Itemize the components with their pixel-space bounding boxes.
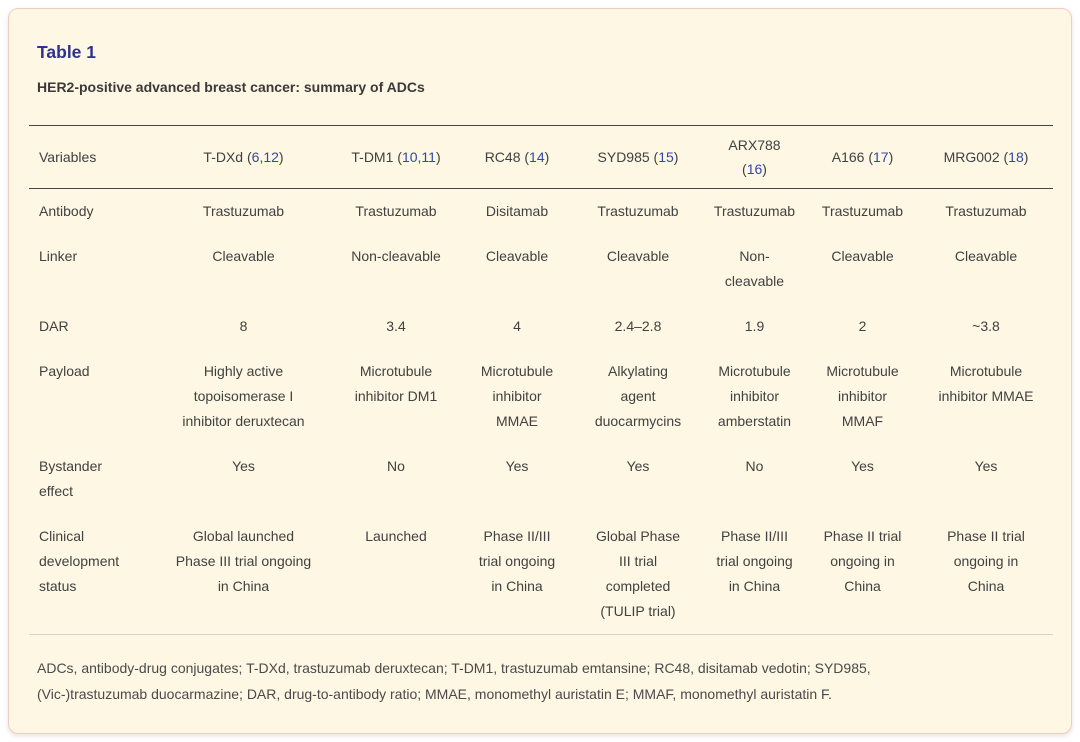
header-text: )	[673, 149, 679, 165]
row-label-antibody: Antibody	[39, 203, 94, 219]
table-cell: Non-cleavable	[351, 248, 441, 264]
column-header-variables: Variables	[29, 126, 156, 189]
column-header-rc48: RC48 (14)	[461, 126, 573, 189]
table-cell: Trastuzumab	[713, 203, 796, 219]
header-text: )	[888, 149, 894, 165]
header-text: Variables	[39, 149, 97, 165]
table-title: Table 1	[37, 42, 97, 62]
table-cell: Microtubule inhibitor MMAF	[826, 363, 899, 429]
table-cell: Phase II/III trial ongoing in China	[716, 528, 793, 594]
table-cell: Microtubule inhibitor amberstatin	[717, 363, 792, 429]
table-cell: 4	[513, 318, 521, 334]
header-text: )	[435, 149, 441, 165]
citation-link[interactable]: 14	[529, 149, 545, 165]
table-cell: Global launched Phase III trial ongoing …	[175, 528, 312, 594]
table-cell: Trastuzumab	[945, 203, 1027, 219]
table-cell: Phase II trial ongoing in China	[947, 528, 1025, 594]
column-header-syd985: SYD985 (15)	[573, 126, 703, 189]
table-cell: 8	[239, 318, 248, 334]
header-text: )	[278, 149, 284, 165]
row-label-clinical-development-status: Clinical development status	[39, 528, 120, 594]
adc-summary-table: Variables T-DXd (6,12) T-DM1 (10,11) RC4…	[29, 125, 1053, 635]
header-text: )	[1023, 149, 1029, 165]
table-cell: Microtubule inhibitor MMAE	[480, 363, 554, 429]
table-cell: Alkylating agent duocarmycins	[594, 363, 682, 429]
table-cell: Microtubule inhibitor MMAE	[938, 363, 1034, 404]
table-cell: Microtubule inhibitor DM1	[354, 363, 438, 404]
table-row-clinical-development-status: Clinical development status Global launc…	[29, 514, 1053, 635]
table-row-bystander-effect: Bystander effect Yes No Yes Yes No Yes Y…	[29, 444, 1053, 514]
column-header-mrg002: MRG002 (18)	[919, 126, 1053, 189]
table-footnote: ADCs, antibody-drug conjugates; T-DXd, t…	[37, 660, 871, 702]
citation-link[interactable]: 6,12	[251, 149, 279, 165]
table-cell: Cleavable	[831, 248, 894, 264]
table-cell: ~3.8	[972, 318, 1000, 334]
header-text: )	[762, 161, 767, 177]
header-text: RC48 (	[484, 149, 530, 165]
table-cell: Phase II trial ongoing in China	[823, 528, 902, 594]
table-cell: Trastuzumab	[821, 203, 904, 219]
header-text: MRG002 (	[943, 149, 1009, 165]
header-text: )	[544, 149, 550, 165]
table-cell: Launched	[365, 528, 427, 544]
table-row-payload: Payload Highly active topoisomerase I in…	[29, 349, 1053, 444]
citation-link[interactable]: 17	[873, 149, 889, 165]
table-cell: No	[745, 458, 764, 474]
table-cell: Yes	[974, 458, 998, 474]
table-cell: 1.9	[744, 318, 765, 334]
table-cell: Disitamab	[485, 203, 549, 219]
table-cell: Cleavable	[954, 248, 1018, 264]
table-cell: Highly active topoisomerase I inhibitor …	[182, 363, 305, 429]
citation-link[interactable]: 16	[746, 161, 763, 177]
table-cell: Yes	[626, 458, 650, 474]
table-row-antibody: Antibody Trastuzumab Trastuzumab Disitam…	[29, 189, 1053, 235]
header-text: ARX788 (	[728, 137, 781, 177]
table-cell: Yes	[505, 458, 529, 474]
table-cell: Cleavable	[212, 248, 275, 264]
table-subtitle: HER2-positive advanced breast cancer: su…	[37, 79, 425, 95]
table-cell: Non- cleavable	[724, 248, 785, 289]
table-cell: 3.4	[386, 318, 406, 334]
column-header-a166: A166 (17)	[806, 126, 919, 189]
header-text: T-DM1 (	[351, 149, 402, 165]
row-label-dar: DAR	[39, 318, 69, 334]
row-label-payload: Payload	[39, 363, 90, 379]
table-cell: No	[387, 458, 405, 474]
table-cell: Trastuzumab	[597, 203, 679, 219]
citation-link[interactable]: 15	[658, 149, 674, 165]
header-text: SYD985 (	[597, 149, 659, 165]
row-label-bystander-effect: Bystander effect	[39, 458, 103, 499]
table-cell: 2	[858, 318, 867, 334]
table-cell: 2.4–2.8	[614, 318, 662, 334]
citation-link[interactable]: 10,11	[401, 149, 436, 165]
table-cell: Yes	[851, 458, 874, 474]
table-cell: Trastuzumab	[202, 203, 285, 219]
column-header-t-dxd: T-DXd (6,12)	[156, 126, 331, 189]
header-text: A166 (	[831, 149, 873, 165]
table-row-dar: DAR 8 3.4 4 2.4–2.8 1.9 2 ~3.8	[29, 304, 1053, 349]
column-header-arx788: ARX788 (16)	[703, 126, 806, 189]
row-label-linker: Linker	[39, 248, 78, 264]
table-cell: Cleavable	[485, 248, 549, 264]
table-cell: Trastuzumab	[355, 203, 437, 219]
table-cell: Yes	[232, 458, 255, 474]
header-text: T-DXd (	[203, 149, 252, 165]
column-header-t-dm1: T-DM1 (10,11)	[331, 126, 461, 189]
table-row-linker: Linker Cleavable Non-cleavable Cleavable…	[29, 234, 1053, 304]
table-cell: Cleavable	[606, 248, 670, 264]
table-cell: Phase II/III trial ongoing in China	[478, 528, 556, 594]
table-card: Table 1 HER2-positive advanced breast ca…	[8, 8, 1072, 734]
table-cell: Global Phase III trial completed (TULIP …	[595, 528, 681, 619]
table-header-row: Variables T-DXd (6,12) T-DM1 (10,11) RC4…	[29, 125, 1053, 189]
citation-link[interactable]: 18	[1008, 149, 1024, 165]
